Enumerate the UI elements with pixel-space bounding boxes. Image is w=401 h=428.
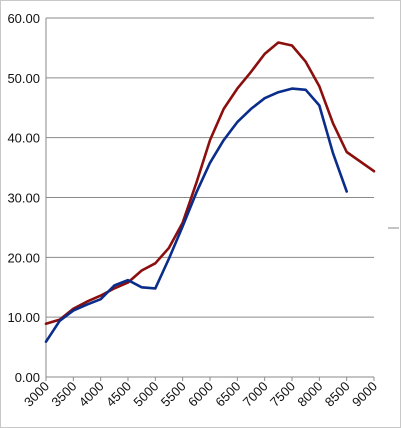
gridlines (45, 17, 375, 381)
x-tick-label: 9000 (349, 379, 380, 410)
y-tick-label: 60.00 (7, 11, 40, 26)
x-tick-label: 4500 (103, 379, 134, 410)
x-tick-label: 4000 (76, 379, 107, 410)
y-tick-label: 40.00 (7, 131, 40, 146)
series-line-1 (44, 41, 376, 326)
y-tick-label: 30.00 (7, 191, 40, 206)
x-tick-label: 3500 (48, 379, 79, 410)
series-line-2 (44, 87, 349, 344)
x-tick-label: 7000 (240, 379, 271, 410)
series-lines (44, 41, 376, 344)
y-tick-label: 0.00 (15, 370, 40, 385)
y-tick-label: 50.00 (7, 71, 40, 86)
x-tick-label: 8500 (322, 379, 353, 410)
y-tick-label: 10.00 (7, 310, 40, 325)
y-axis-tick-labels: 0.00 10.00 20.00 30.00 40.00 50.00 60.00 (7, 11, 40, 385)
y-tick-label: 20.00 (7, 250, 40, 265)
x-tick-label: 8000 (294, 379, 325, 410)
x-tick-label: 7500 (267, 379, 298, 410)
x-axis-tick-labels: 3000350040004500500055006000650070007500… (21, 379, 380, 410)
x-tick-label: 5000 (130, 379, 161, 410)
x-tick-label: 6000 (185, 379, 216, 410)
x-tick-label: 5500 (158, 379, 189, 410)
x-tick-label: 6500 (212, 379, 243, 410)
